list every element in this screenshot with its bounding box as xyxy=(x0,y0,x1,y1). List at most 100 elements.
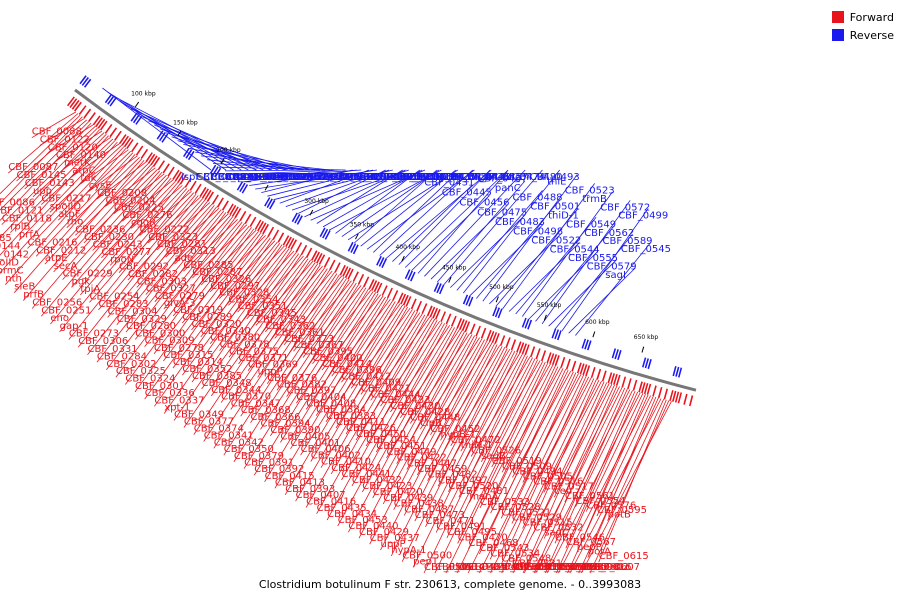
reverse-gene-label: CBF_0418 xyxy=(407,172,457,183)
forward-leader-line xyxy=(88,155,138,192)
tick-mark xyxy=(264,184,269,191)
forward-gene-label: CBF_0534 xyxy=(490,548,540,559)
forward-leader-line xyxy=(341,303,401,383)
forward-leader-line xyxy=(134,228,255,393)
reverse-feature xyxy=(84,78,92,88)
forward-feature xyxy=(535,348,541,360)
forward-feature xyxy=(590,367,596,378)
forward-feature xyxy=(601,370,607,382)
forward-leader-line xyxy=(351,323,446,487)
forward-leader-line xyxy=(280,292,377,443)
forward-gene-label: CBF_0392 xyxy=(254,464,304,475)
reverse-leader-line xyxy=(392,185,473,262)
reverse-feature xyxy=(465,295,471,306)
forward-leader-line xyxy=(434,359,539,574)
forward-gene-label: CBF_0595 xyxy=(597,505,647,516)
forward-gene-label: CBF_0320 xyxy=(192,319,242,330)
tick-label: 600 kbp xyxy=(585,319,610,326)
forward-gene-label: CBF_0379 xyxy=(234,451,284,462)
forward-leader-line xyxy=(145,209,222,295)
forward-gene-label: CBF_0280 xyxy=(126,321,176,332)
forward-leader-line xyxy=(361,327,455,493)
forward-feature xyxy=(157,160,165,171)
forward-leader-line xyxy=(360,312,421,395)
forward-gene-label: CBF_0273 xyxy=(69,329,119,340)
forward-gene-label: CBF_0533 xyxy=(480,497,530,508)
forward-feature xyxy=(121,135,129,146)
forward-leader-line xyxy=(210,258,309,397)
reverse-leader-line xyxy=(279,169,370,204)
reverse-leader-line xyxy=(354,169,438,244)
forward-gene-label: upp xyxy=(33,186,52,197)
forward-leader-line xyxy=(575,390,633,507)
forward-feature xyxy=(494,333,500,344)
forward-leader-line xyxy=(512,370,572,478)
forward-feature xyxy=(381,285,388,296)
forward-gene-label: CBF_0395 xyxy=(303,347,353,358)
forward-leader-line xyxy=(223,274,340,456)
forward-leader-line xyxy=(264,265,323,333)
reverse-leader-line xyxy=(482,174,578,302)
reverse-feature xyxy=(209,164,217,174)
forward-leader-line xyxy=(68,189,190,340)
reverse-leader-line xyxy=(310,169,426,221)
forward-feature xyxy=(67,96,75,107)
forward-gene-label: CBF_0375 xyxy=(229,346,279,357)
forward-leader-line xyxy=(567,394,649,574)
forward-leader-line xyxy=(546,392,641,574)
forward-feature xyxy=(475,325,481,337)
reverse-gene-label: fba xyxy=(306,172,322,183)
forward-feature xyxy=(672,390,677,402)
forward-gene-label: CBF_0343 xyxy=(256,314,306,325)
forward-gene-label: CBF_0303 xyxy=(137,276,187,287)
forward-leader-line xyxy=(315,300,394,416)
forward-gene-label: potA xyxy=(588,547,611,558)
reverse-leader-line xyxy=(329,169,442,231)
forward-feature xyxy=(282,235,290,246)
forward-gene-label: CBF_0300 xyxy=(135,328,185,339)
forward-gene-label: CBF_0282 xyxy=(128,269,178,280)
forward-gene-label: rpoN xyxy=(110,254,134,265)
forward-feature xyxy=(123,137,132,148)
reverse-feature xyxy=(407,270,413,281)
forward-leader-line xyxy=(238,262,316,365)
forward-feature xyxy=(464,321,471,333)
forward-feature xyxy=(201,188,209,199)
reverse-leader-line xyxy=(335,169,421,234)
forward-feature xyxy=(216,197,224,208)
reverse-feature xyxy=(79,75,87,85)
forward-feature xyxy=(386,287,393,299)
forward-feature xyxy=(119,134,127,144)
reverse-feature xyxy=(294,213,301,224)
forward-gene-label: prfB xyxy=(23,290,44,301)
forward-gene-label: CBF_0380 xyxy=(210,333,260,344)
reverse-feature xyxy=(404,269,411,279)
reverse-leader-lines xyxy=(102,87,652,336)
forward-feature xyxy=(469,323,476,335)
forward-gene-label: CBF_0326 xyxy=(201,274,251,285)
reverse-leader-line xyxy=(255,169,377,190)
forward-leader-line xyxy=(489,372,577,560)
forward-gene-label: CBF_0405 xyxy=(280,431,330,442)
forward-leader-line xyxy=(165,207,220,258)
reverse-gene-label: CBF_0222 xyxy=(258,172,308,183)
forward-gene-label: CBF_0496 xyxy=(491,562,541,573)
tick-label: 400 kbp xyxy=(395,244,420,251)
forward-gene-label: CBF_0473 xyxy=(415,510,465,521)
forward-feature xyxy=(632,379,638,391)
forward-leader-line xyxy=(18,140,116,241)
forward-gene-label: CBF_0120 xyxy=(48,142,98,153)
genome-backbone xyxy=(74,88,697,392)
forward-gene-label: CBF_0546 xyxy=(555,532,605,543)
forward-gene-label: CBF_0470 xyxy=(458,532,508,543)
forward-leader-line xyxy=(219,252,297,351)
forward-feature xyxy=(206,191,214,202)
reverse-gene-label: panC xyxy=(495,183,521,194)
reverse-feature xyxy=(494,307,500,318)
forward-gene-label: CBF_0428 xyxy=(400,407,450,418)
forward-gene-label: CBF_0407 xyxy=(296,490,346,501)
forward-leader-line xyxy=(556,391,639,574)
forward-gene-label: CBF_0369 xyxy=(248,360,298,371)
forward-leader-line xyxy=(163,244,283,414)
forward-leader-line xyxy=(0,122,92,222)
